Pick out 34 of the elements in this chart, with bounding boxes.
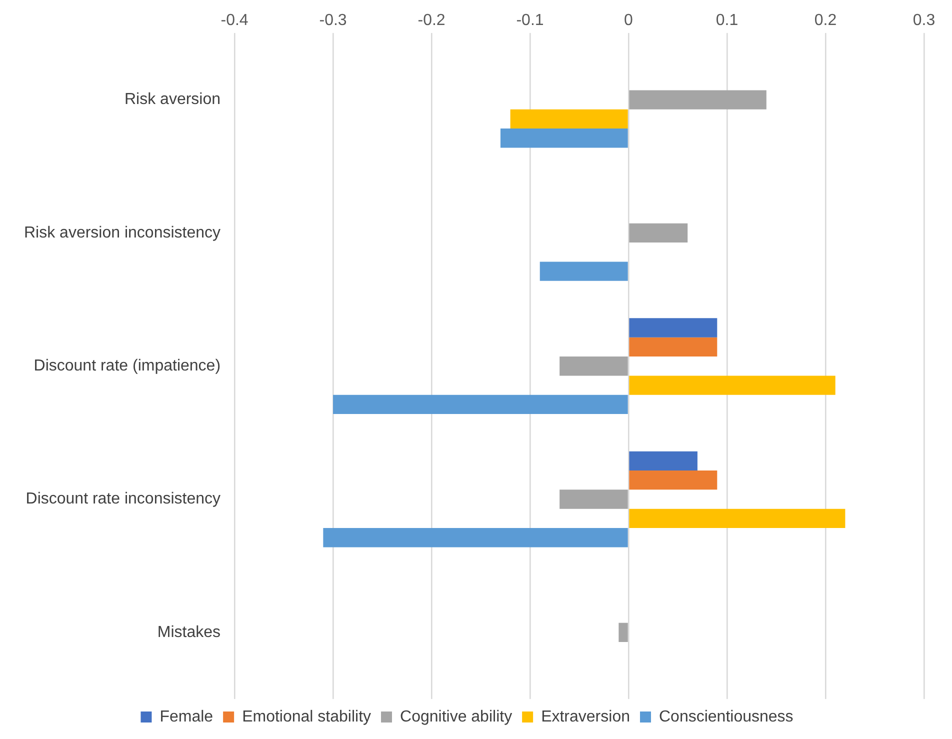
bar bbox=[629, 90, 766, 110]
bar bbox=[333, 394, 628, 414]
x-tick-label: -0.4 bbox=[220, 12, 248, 30]
bar bbox=[540, 262, 628, 281]
bar bbox=[629, 376, 836, 395]
bar bbox=[629, 451, 698, 470]
x-tick-label: -0.1 bbox=[516, 12, 544, 30]
legend-label: Emotional stability bbox=[242, 708, 372, 726]
bar bbox=[560, 490, 628, 509]
x-tick-label: 0 bbox=[624, 12, 634, 30]
legend-label: Extraversion bbox=[541, 708, 630, 726]
bar bbox=[618, 622, 628, 642]
y-tick-label: Risk aversion bbox=[124, 91, 221, 108]
x-tick-label: -0.2 bbox=[418, 12, 446, 30]
bar bbox=[500, 128, 628, 148]
y-tick-label: Discount rate inconsistency bbox=[26, 490, 221, 508]
x-tick-label: 0.2 bbox=[814, 12, 837, 30]
y-tick-label: Risk aversion inconsistency bbox=[24, 224, 221, 242]
x-tick-label: -0.3 bbox=[319, 12, 347, 30]
bar bbox=[629, 223, 688, 243]
bar bbox=[629, 318, 718, 338]
legend-label: Cognitive ability bbox=[400, 708, 512, 726]
x-tick-label: 0.1 bbox=[716, 12, 738, 30]
y-tick-label: Discount rate (impatience) bbox=[34, 358, 221, 375]
bar bbox=[629, 470, 718, 490]
bar bbox=[560, 356, 628, 376]
bar bbox=[510, 109, 628, 129]
y-tick-label: Mistakes bbox=[157, 624, 221, 641]
bar bbox=[629, 337, 718, 357]
bar bbox=[323, 528, 628, 548]
legend-label: Conscientiousness bbox=[658, 708, 794, 726]
legend-label: Female bbox=[160, 708, 214, 726]
bar bbox=[629, 508, 846, 528]
x-tick-label: 0.3 bbox=[912, 12, 936, 30]
